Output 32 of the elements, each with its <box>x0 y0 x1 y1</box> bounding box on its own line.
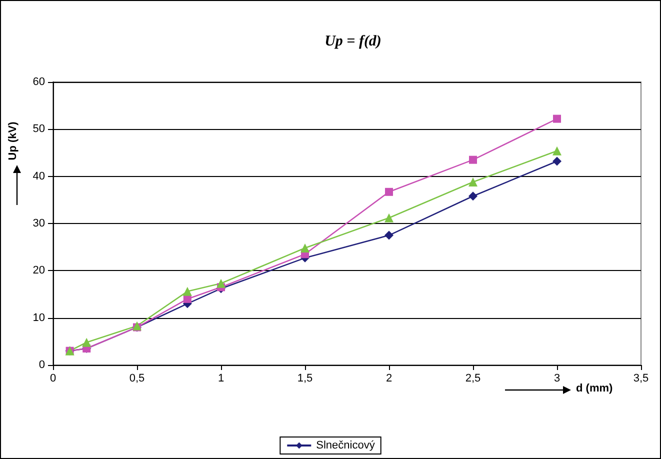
point <box>553 114 561 123</box>
chart-title: Up = f(d) <box>324 34 382 50</box>
y-axis-title: Up (kV) <box>7 121 19 160</box>
point <box>182 286 192 296</box>
x-tick-label: 1 <box>218 372 224 384</box>
x-tick-label: 2 <box>386 372 392 384</box>
y-tick-label: 20 <box>32 264 45 277</box>
x-tick-label: 2,5 <box>465 372 481 384</box>
y-tick-label: 0 <box>38 359 45 371</box>
point <box>385 188 393 196</box>
point <box>384 230 394 240</box>
x-tick-label: 1,5 <box>297 372 313 384</box>
y-tick-label: 30 <box>32 218 45 230</box>
point <box>469 156 477 164</box>
point <box>552 146 562 156</box>
legend-label: Slnečnicový <box>316 440 376 452</box>
y-tick-label: 60 <box>32 76 45 88</box>
y-tick-label: 50 <box>32 123 45 136</box>
x-tick-label: 3,5 <box>633 372 649 384</box>
point <box>468 177 478 186</box>
point <box>552 156 562 166</box>
x-tick-label: 3 <box>554 372 560 384</box>
x-axis-title: d (mm) <box>576 382 613 394</box>
x-tick-label: 0,5 <box>129 372 145 384</box>
point <box>82 338 92 347</box>
point <box>468 192 478 201</box>
y-tick-label: 10 <box>32 312 45 324</box>
y-tick-label: 40 <box>32 170 45 182</box>
point <box>384 213 394 222</box>
point <box>300 244 310 253</box>
point <box>216 278 226 288</box>
x-tick-label: 0 <box>50 372 56 384</box>
